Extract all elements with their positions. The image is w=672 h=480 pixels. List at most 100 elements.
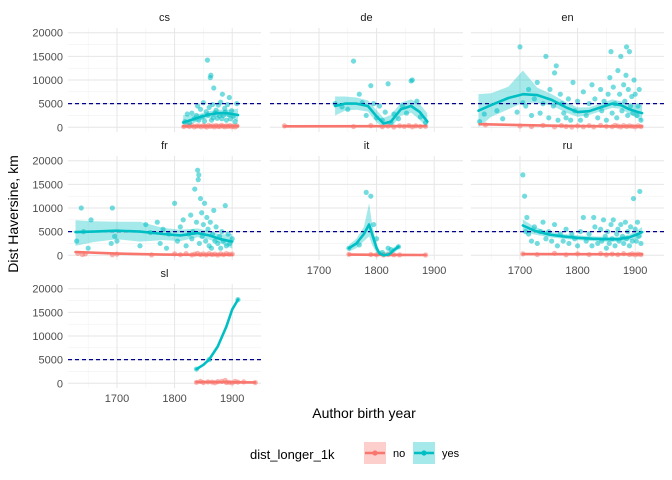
data-point-yes: [619, 108, 625, 114]
data-point-yes: [531, 224, 537, 230]
y-axis-title: Dist Haversine, km: [5, 155, 21, 272]
data-point-yes: [617, 91, 623, 97]
data-point-yes: [589, 243, 595, 249]
data-point-yes: [630, 195, 637, 202]
data-point-yes: [574, 243, 581, 249]
data-point-yes: [591, 214, 597, 221]
data-point-yes: [385, 81, 391, 87]
data-point-yes: [574, 98, 581, 104]
smooth-line-yes: [181, 111, 240, 124]
data-point-yes: [543, 53, 549, 59]
x-tick-label: 1900: [422, 265, 446, 277]
data-point-yes: [625, 112, 631, 119]
data-point-yes: [376, 103, 383, 109]
data-point-yes: [112, 233, 118, 239]
data-point-yes: [201, 200, 208, 206]
y-tick-label: 0: [57, 122, 63, 134]
data-point-yes: [577, 117, 584, 123]
data-point-yes: [615, 67, 621, 74]
data-point-yes: [626, 49, 633, 55]
data-point-yes: [638, 117, 644, 123]
data-point-yes: [598, 226, 604, 232]
data-point-yes: [197, 106, 204, 112]
data-point-yes: [569, 231, 575, 237]
data-point-yes: [225, 231, 231, 237]
data-point-yes: [580, 214, 586, 221]
data-point-yes: [154, 219, 160, 225]
data-point-yes: [517, 44, 523, 50]
data-point-yes: [409, 77, 415, 83]
x-tick-label: 1900: [220, 393, 244, 405]
data-point-yes: [213, 224, 219, 230]
data-point-yes: [622, 219, 629, 225]
data-point-yes: [603, 117, 609, 123]
data-point-yes: [371, 101, 377, 107]
data-point-yes: [143, 221, 149, 228]
data-point-yes: [223, 117, 230, 123]
data-point-yes: [549, 238, 555, 244]
data-point-yes: [523, 103, 529, 109]
legend-label: no: [393, 448, 405, 460]
data-point-yes: [395, 116, 402, 122]
legend-key-point: [421, 450, 427, 456]
confidence-band: [348, 203, 399, 256]
panel-title: de: [360, 12, 372, 24]
data-point-yes: [547, 86, 553, 93]
data-point-yes: [203, 238, 209, 244]
data-point-yes: [635, 103, 641, 109]
data-point-yes: [183, 243, 189, 249]
smooth-line-yes: [333, 102, 429, 125]
data-point-yes: [534, 240, 540, 247]
data-point-yes: [543, 236, 549, 242]
data-point-yes: [171, 200, 178, 206]
data-point-yes: [598, 86, 604, 93]
data-point-yes: [592, 224, 598, 230]
data-point-yes: [623, 72, 629, 78]
data-point-yes: [621, 82, 627, 88]
data-point-yes: [174, 238, 181, 244]
data-point-yes: [201, 118, 208, 124]
y-tick-label: 20000: [32, 284, 63, 296]
data-point-yes: [553, 63, 559, 69]
y-tick-label: 10000: [32, 203, 63, 215]
x-tick-label: 1900: [623, 265, 647, 277]
data-point-yes: [184, 111, 190, 117]
data-point-yes: [108, 240, 114, 247]
data-point-yes: [524, 214, 530, 221]
data-point-yes: [188, 212, 194, 218]
data-point-yes: [589, 82, 595, 88]
data-point-yes: [609, 110, 615, 116]
y-tick-label: 5000: [39, 99, 63, 111]
data-point-yes: [621, 240, 627, 247]
data-point-yes: [555, 117, 561, 123]
data-point-yes: [204, 57, 211, 63]
x-tick-label: 1800: [565, 265, 589, 277]
data-point-yes: [199, 210, 205, 216]
x-axis-title: Author birth year: [312, 405, 416, 421]
confidence-band: [75, 220, 233, 249]
smooth-line-yes: [521, 224, 644, 241]
data-point-yes: [623, 44, 630, 50]
smooth-line-yes: [477, 92, 644, 115]
data-point-yes: [189, 110, 195, 116]
data-point-yes: [577, 229, 584, 235]
data-point-yes: [196, 240, 202, 247]
data-point-yes: [634, 219, 641, 225]
data-point-yes: [563, 226, 569, 232]
data-point-yes: [583, 238, 589, 244]
data-point-yes: [563, 115, 569, 121]
panel-en: en: [471, 12, 664, 132]
data-point-yes: [157, 240, 163, 247]
data-point-yes: [583, 112, 589, 119]
data-point-yes: [580, 89, 586, 95]
data-point-yes: [610, 84, 616, 90]
panel-title: sl: [161, 268, 169, 280]
panel-ru: ru 1700 1800 1900: [471, 140, 664, 277]
data-point-yes: [603, 245, 609, 251]
data-point-yes: [568, 117, 574, 123]
data-point-yes: [494, 108, 500, 114]
data-point-yes: [637, 188, 643, 195]
data-point-yes: [371, 221, 377, 228]
data-point-yes: [606, 240, 612, 247]
